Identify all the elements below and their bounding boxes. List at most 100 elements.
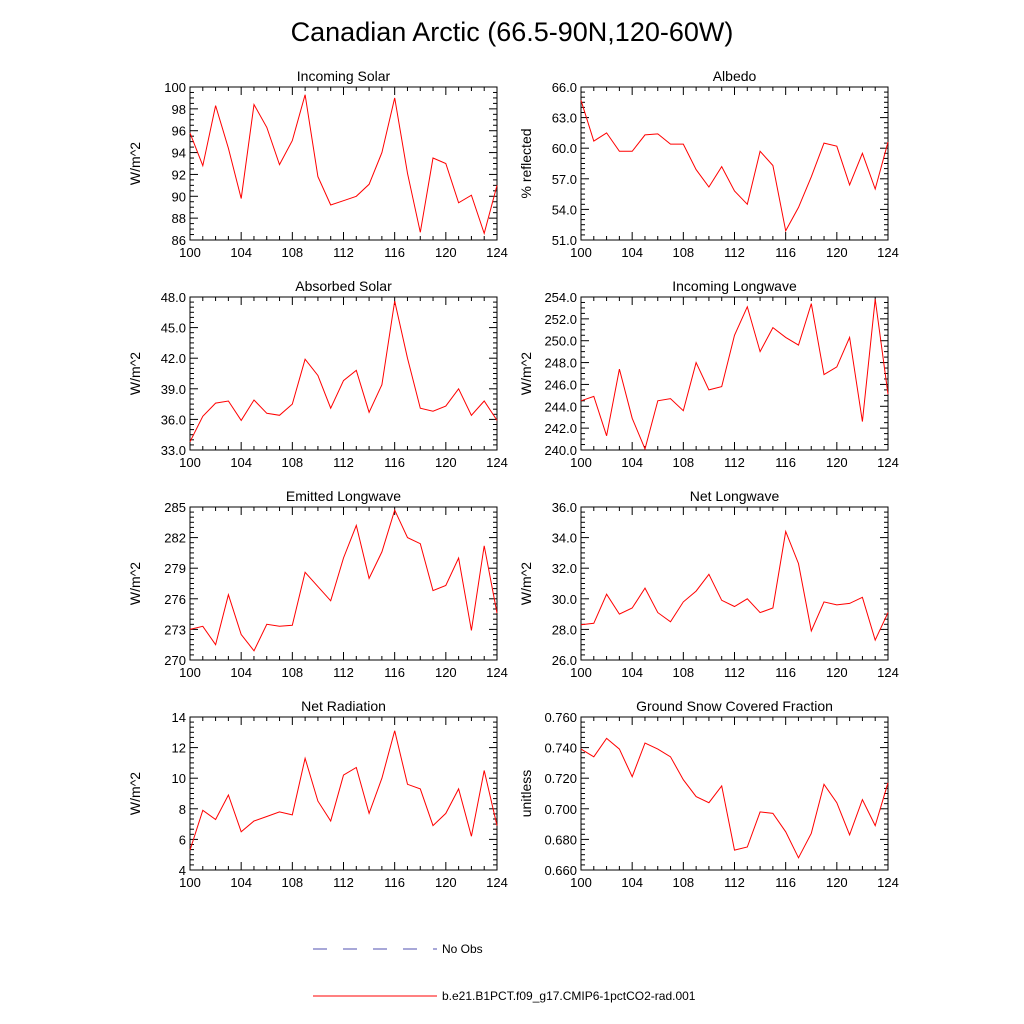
panel-1-xtick-label: 112 [333,245,354,260]
panels: Incoming Solar W/m^2 100 104 108 112 116 120 124… [127,68,899,890]
panel-4: Incoming Longwave W/m^2 100 104 108 112 116 120… [518,278,899,470]
panel-6-frame [580,506,889,661]
panel-4-xtick-label: 104 [621,455,643,470]
panel-7-ytick-label: 8 [179,802,186,817]
panel-1-xtick-label: 108 [281,245,303,260]
panel-8-ytick-label: 0.660 [544,863,577,878]
panel-4-series-line [580,299,889,451]
panel-3-xtick-label: 120 [435,455,457,470]
panel-2-ytick-label: 54.0 [552,202,577,217]
legend-no-obs-label: No Obs [442,942,483,956]
panel-1-ytick-label: 90 [172,189,186,204]
panel-3-xtick-label: 104 [230,455,252,470]
panel-5-xtick-label: 108 [281,665,303,680]
panel-5-series-line [189,508,498,652]
panel-5-title: Emitted Longwave [286,488,401,504]
panel-8-ytick-label: 0.700 [544,802,577,817]
panel-5-ylabel: W/m^2 [127,562,143,605]
panel-8-ytick-label: 0.680 [544,832,577,847]
panel-2: Albedo % reflected 100 104 108 112 116 120 124 51… [518,68,899,260]
panel-4-xtick-label: 124 [877,455,899,470]
panel-2-series-line [580,100,889,233]
panel-4-ytick-label: 250.0 [544,334,577,349]
panel-5-ytick-label: 276 [164,592,186,607]
panel-2-ytick-label: 51.0 [552,233,577,248]
panel-4-ytick-label: 242.0 [544,421,577,436]
panel-4-ytick-label: 252.0 [544,312,577,327]
panel-5-ytick-label: 279 [164,561,186,576]
panel-7-xtick-label: 124 [486,875,508,890]
panel-5: Emitted Longwave W/m^2 100 104 108 112 116 120 1… [127,488,508,680]
panel-4-ytick-label: 248.0 [544,356,577,371]
panel-7-title: Net Radiation [301,698,386,714]
panel-7-xtick-label: 108 [281,875,303,890]
panel-8-ytick-label: 0.740 [544,741,577,756]
panel-5-frame [189,506,498,661]
panel-3-ytick-label: 33.0 [161,443,186,458]
panel-3-ytick-label: 36.0 [161,412,186,427]
panel-5-ytick-label: 270 [164,653,186,668]
panel-3-xtick-label: 108 [281,455,303,470]
panel-1-title: Incoming Solar [297,68,391,84]
panel-7-xtick-label: 120 [435,875,457,890]
panel-3-xtick-label: 116 [384,455,405,470]
panel-4-xtick-label: 120 [826,455,848,470]
panel-7-ytick-label: 14 [172,710,186,725]
panel-2-ytick-label: 63.0 [552,111,577,126]
panel-8-ylabel: unitless [518,770,534,817]
panel-1-ytick-label: 100 [164,80,186,95]
panel-3-xtick-label: 112 [333,455,354,470]
panel-6-ytick-label: 28.0 [552,622,577,637]
panel-4-ytick-label: 244.0 [544,399,577,414]
panel-1-xtick-label: 120 [435,245,457,260]
panel-2-xtick-label: 108 [672,245,694,260]
panel-6-ytick-label: 36.0 [552,500,577,515]
panel-5-ytick-label: 285 [164,500,186,515]
panel-6-ytick-label: 30.0 [552,592,577,607]
panel-8-xtick-label: 124 [877,875,899,890]
panel-3-series-line [189,300,498,443]
panel-5-ytick-label: 282 [164,531,186,546]
panel-6-xtick-label: 104 [621,665,643,680]
panel-1-xtick-label: 124 [486,245,508,260]
panel-5-xtick-label: 112 [333,665,354,680]
panel-3-ytick-label: 48.0 [161,290,186,305]
legend-model-label: b.e21.B1PCT.f09_g17.CMIP6-1pctCO2-rad.00… [442,989,696,1003]
panel-8-xtick-label: 120 [826,875,848,890]
panel-1-series-line [189,94,498,236]
panel-1-ytick-label: 92 [172,167,186,182]
panel-6-xtick-label: 112 [724,665,745,680]
panel-5-xtick-label: 116 [384,665,405,680]
panel-8-ytick-label: 0.760 [544,710,577,725]
panel-1-ytick-label: 96 [172,124,186,139]
panel-1-xtick-label: 100 [179,245,201,260]
panel-2-ytick-label: 57.0 [552,172,577,187]
panel-2-frame [580,86,889,241]
panel-8-xtick-label: 108 [672,875,694,890]
panel-4-xtick-label: 112 [724,455,745,470]
panel-7-frame [189,716,498,871]
panel-4-frame [580,296,889,451]
panel-1-xtick-label: 116 [384,245,405,260]
panel-2-xtick-label: 124 [877,245,899,260]
legend: No Obs b.e21.B1PCT.f09_g17.CMIP6-1pctCO2… [313,942,696,1003]
panel-8-xtick-label: 116 [775,875,796,890]
panel-4-xtick-label: 108 [672,455,694,470]
panel-6-ytick-label: 32.0 [552,561,577,576]
panel-2-ytick-label: 66.0 [552,80,577,95]
panel-7-xtick-label: 112 [333,875,354,890]
panel-8-title: Ground Snow Covered Fraction [636,698,833,714]
panel-5-ytick-label: 273 [164,622,186,637]
panel-3-ytick-label: 39.0 [161,382,186,397]
panel-3-frame [189,296,498,451]
panel-6-xtick-label: 116 [775,665,796,680]
panel-8: Ground Snow Covered Fraction unitless 100 1… [518,698,899,890]
panel-3-ytick-label: 42.0 [161,351,186,366]
panel-8-ytick-label: 0.720 [544,771,577,786]
panel-1-ytick-label: 88 [172,211,186,226]
panel-4-ytick-label: 254.0 [544,290,577,305]
panel-2-xtick-label: 116 [775,245,796,260]
panel-5-xtick-label: 124 [486,665,508,680]
panel-2-xtick-label: 104 [621,245,643,260]
